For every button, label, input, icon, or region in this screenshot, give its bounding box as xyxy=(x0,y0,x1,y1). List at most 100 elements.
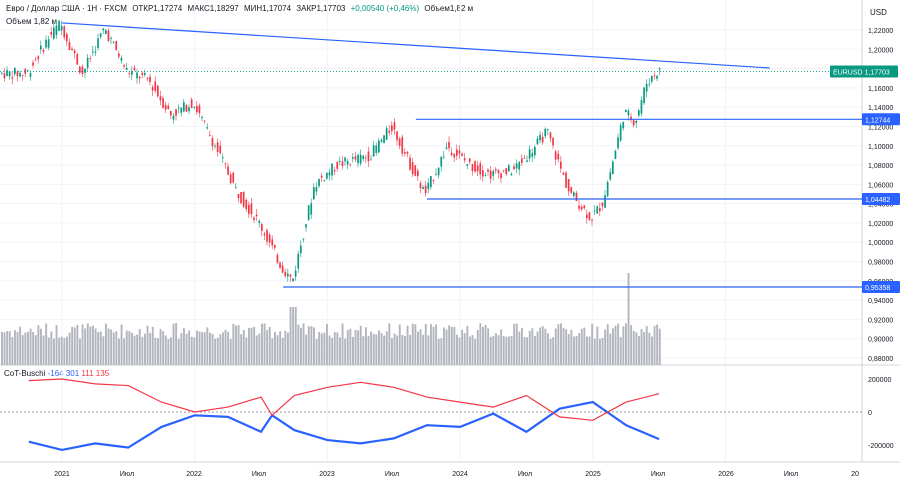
price-tick-label: 0,94000 xyxy=(868,298,893,305)
candle-body xyxy=(437,167,440,176)
volume-bar xyxy=(596,326,599,365)
volume-bar xyxy=(333,332,336,365)
candle-body xyxy=(487,169,489,172)
volume-bar xyxy=(16,331,19,365)
time-tick-label: Июл xyxy=(784,471,798,478)
volume-bar xyxy=(73,327,76,365)
candle-body xyxy=(222,157,224,159)
volume-bar xyxy=(164,335,167,365)
volume-bar xyxy=(601,338,604,365)
volume-bar xyxy=(79,338,81,365)
candle-body xyxy=(151,87,154,91)
volume-bar xyxy=(448,325,451,365)
candle-body xyxy=(209,135,211,137)
volume-bar xyxy=(289,307,292,365)
candle-body xyxy=(505,168,508,175)
volume-bar xyxy=(47,337,50,365)
candle-body xyxy=(240,192,242,204)
candle-body xyxy=(515,163,518,169)
candle-body xyxy=(211,138,214,147)
volume-bar xyxy=(492,335,495,365)
candle-body xyxy=(398,138,401,147)
candle-body xyxy=(424,185,427,194)
candle-body xyxy=(614,151,617,160)
volume-bar xyxy=(123,338,126,365)
volume-bar xyxy=(341,323,344,365)
volume-bar xyxy=(323,332,326,365)
candle-body xyxy=(60,25,63,31)
volume-bar xyxy=(651,336,653,365)
volume-bar xyxy=(216,337,219,365)
symbol-title: Евро / Доллар США · 1Н · FXCM xyxy=(6,4,127,13)
candle-body xyxy=(248,204,250,214)
cot-tick-label: -200000 xyxy=(868,443,894,450)
volume-bar xyxy=(549,338,552,365)
volume-bar xyxy=(346,329,349,365)
candle-body xyxy=(565,172,567,188)
volume-bar xyxy=(359,325,362,365)
symbol-header: Евро / Доллар США · 1Н · FXCM ОТКР1,1727… xyxy=(6,4,476,13)
volume-bar xyxy=(573,336,575,365)
volume-bar xyxy=(193,337,196,365)
volume-bar xyxy=(180,333,183,365)
volume-bar xyxy=(411,323,414,365)
high-value: МАКС1,18297 xyxy=(187,4,239,13)
volume-bar xyxy=(50,331,53,365)
candle-body xyxy=(32,62,34,66)
candle-body xyxy=(645,83,648,92)
volume-bar xyxy=(196,330,198,365)
price-tick-label: 0,98000 xyxy=(868,260,893,267)
candle-body xyxy=(461,153,463,156)
volume-bar xyxy=(302,323,305,365)
volume-bar xyxy=(198,331,201,365)
volume-bar xyxy=(3,332,6,365)
volume-bar xyxy=(45,323,48,365)
candle-body xyxy=(658,68,661,70)
time-tick-label: Июл xyxy=(120,471,134,478)
volume-bar xyxy=(21,335,24,365)
volume-bar xyxy=(331,337,334,365)
cot-red-line xyxy=(28,378,660,421)
candle-body xyxy=(385,128,388,140)
level-price-tag xyxy=(862,192,900,205)
candle-body xyxy=(619,125,622,141)
price-tick-label: 1,10000 xyxy=(868,144,893,151)
volume-bar xyxy=(279,331,282,365)
volume-bar xyxy=(391,338,393,365)
volume-bar xyxy=(609,333,612,365)
candle-body xyxy=(110,37,112,39)
volume-bar xyxy=(617,323,620,365)
candle-body xyxy=(274,245,276,248)
price-tick-label: 1,04000 xyxy=(868,202,893,209)
volume-bar xyxy=(370,331,373,365)
candle-body xyxy=(53,27,55,39)
volume-bar xyxy=(432,326,435,365)
candle-body xyxy=(68,42,71,50)
volume-bar xyxy=(185,333,188,365)
volume-bar xyxy=(177,338,180,365)
candle-body xyxy=(606,181,609,197)
candle-body xyxy=(107,30,110,42)
candle-body xyxy=(378,140,380,153)
volume-value: Объем1,82 м xyxy=(424,4,474,13)
volume-bar xyxy=(450,326,453,365)
candle-body xyxy=(557,153,560,160)
candle-body xyxy=(523,157,526,159)
time-tick-label: 2025 xyxy=(585,471,601,478)
volume-bar xyxy=(430,324,432,365)
volume-bar xyxy=(557,324,560,365)
candle-body xyxy=(76,54,79,65)
volume-bar xyxy=(372,333,375,365)
volume-bar xyxy=(586,336,588,365)
candle-body xyxy=(591,219,593,221)
candle-body xyxy=(632,120,635,126)
volume-bar xyxy=(510,336,513,365)
candle-body xyxy=(536,138,539,145)
candle-body xyxy=(336,161,339,169)
time-tick-label: 2023 xyxy=(319,471,335,478)
candle-body xyxy=(573,192,575,197)
volume-bar xyxy=(632,330,635,365)
candle-body xyxy=(19,72,21,77)
price-tick-label: 1,16000 xyxy=(868,86,893,93)
